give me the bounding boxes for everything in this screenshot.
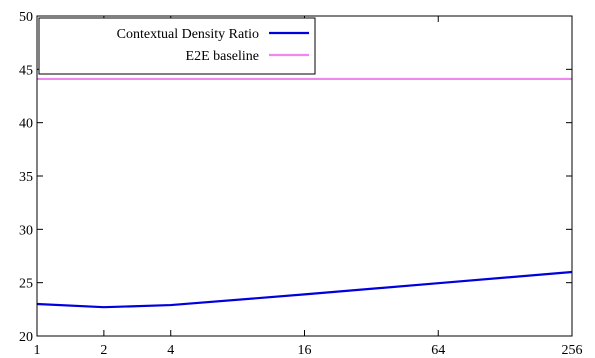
series-line-1: [36, 270, 573, 309]
series-layer: [36, 77, 573, 309]
x-tick-label: 2: [100, 343, 107, 358]
y-tick-label: 25: [19, 277, 33, 292]
y-tick-label: 30: [19, 223, 33, 238]
legend-label: E2E baseline: [186, 49, 259, 64]
y-tick-label: 45: [19, 63, 33, 78]
x-tick-label: 16: [298, 343, 312, 358]
y-tick-label: 50: [19, 10, 33, 25]
legend-box: [38, 17, 316, 75]
x-axis-ticks: 1 2 4 16 64 256: [34, 16, 583, 358]
x-tick-label: 1: [34, 343, 41, 358]
plot-frame: [36, 15, 573, 337]
x-tick-label: 4: [167, 343, 174, 358]
x-tick-label: 256: [562, 343, 583, 358]
y-tick-label: 20: [19, 330, 33, 345]
y-tick-label: 40: [19, 117, 33, 132]
legend: Contextual Density Ratio E2E baseline: [38, 17, 316, 75]
legend-label: Contextual Density Ratio: [117, 27, 259, 42]
y-tick-label: 35: [19, 170, 33, 185]
x-tick-label: 64: [431, 343, 445, 358]
